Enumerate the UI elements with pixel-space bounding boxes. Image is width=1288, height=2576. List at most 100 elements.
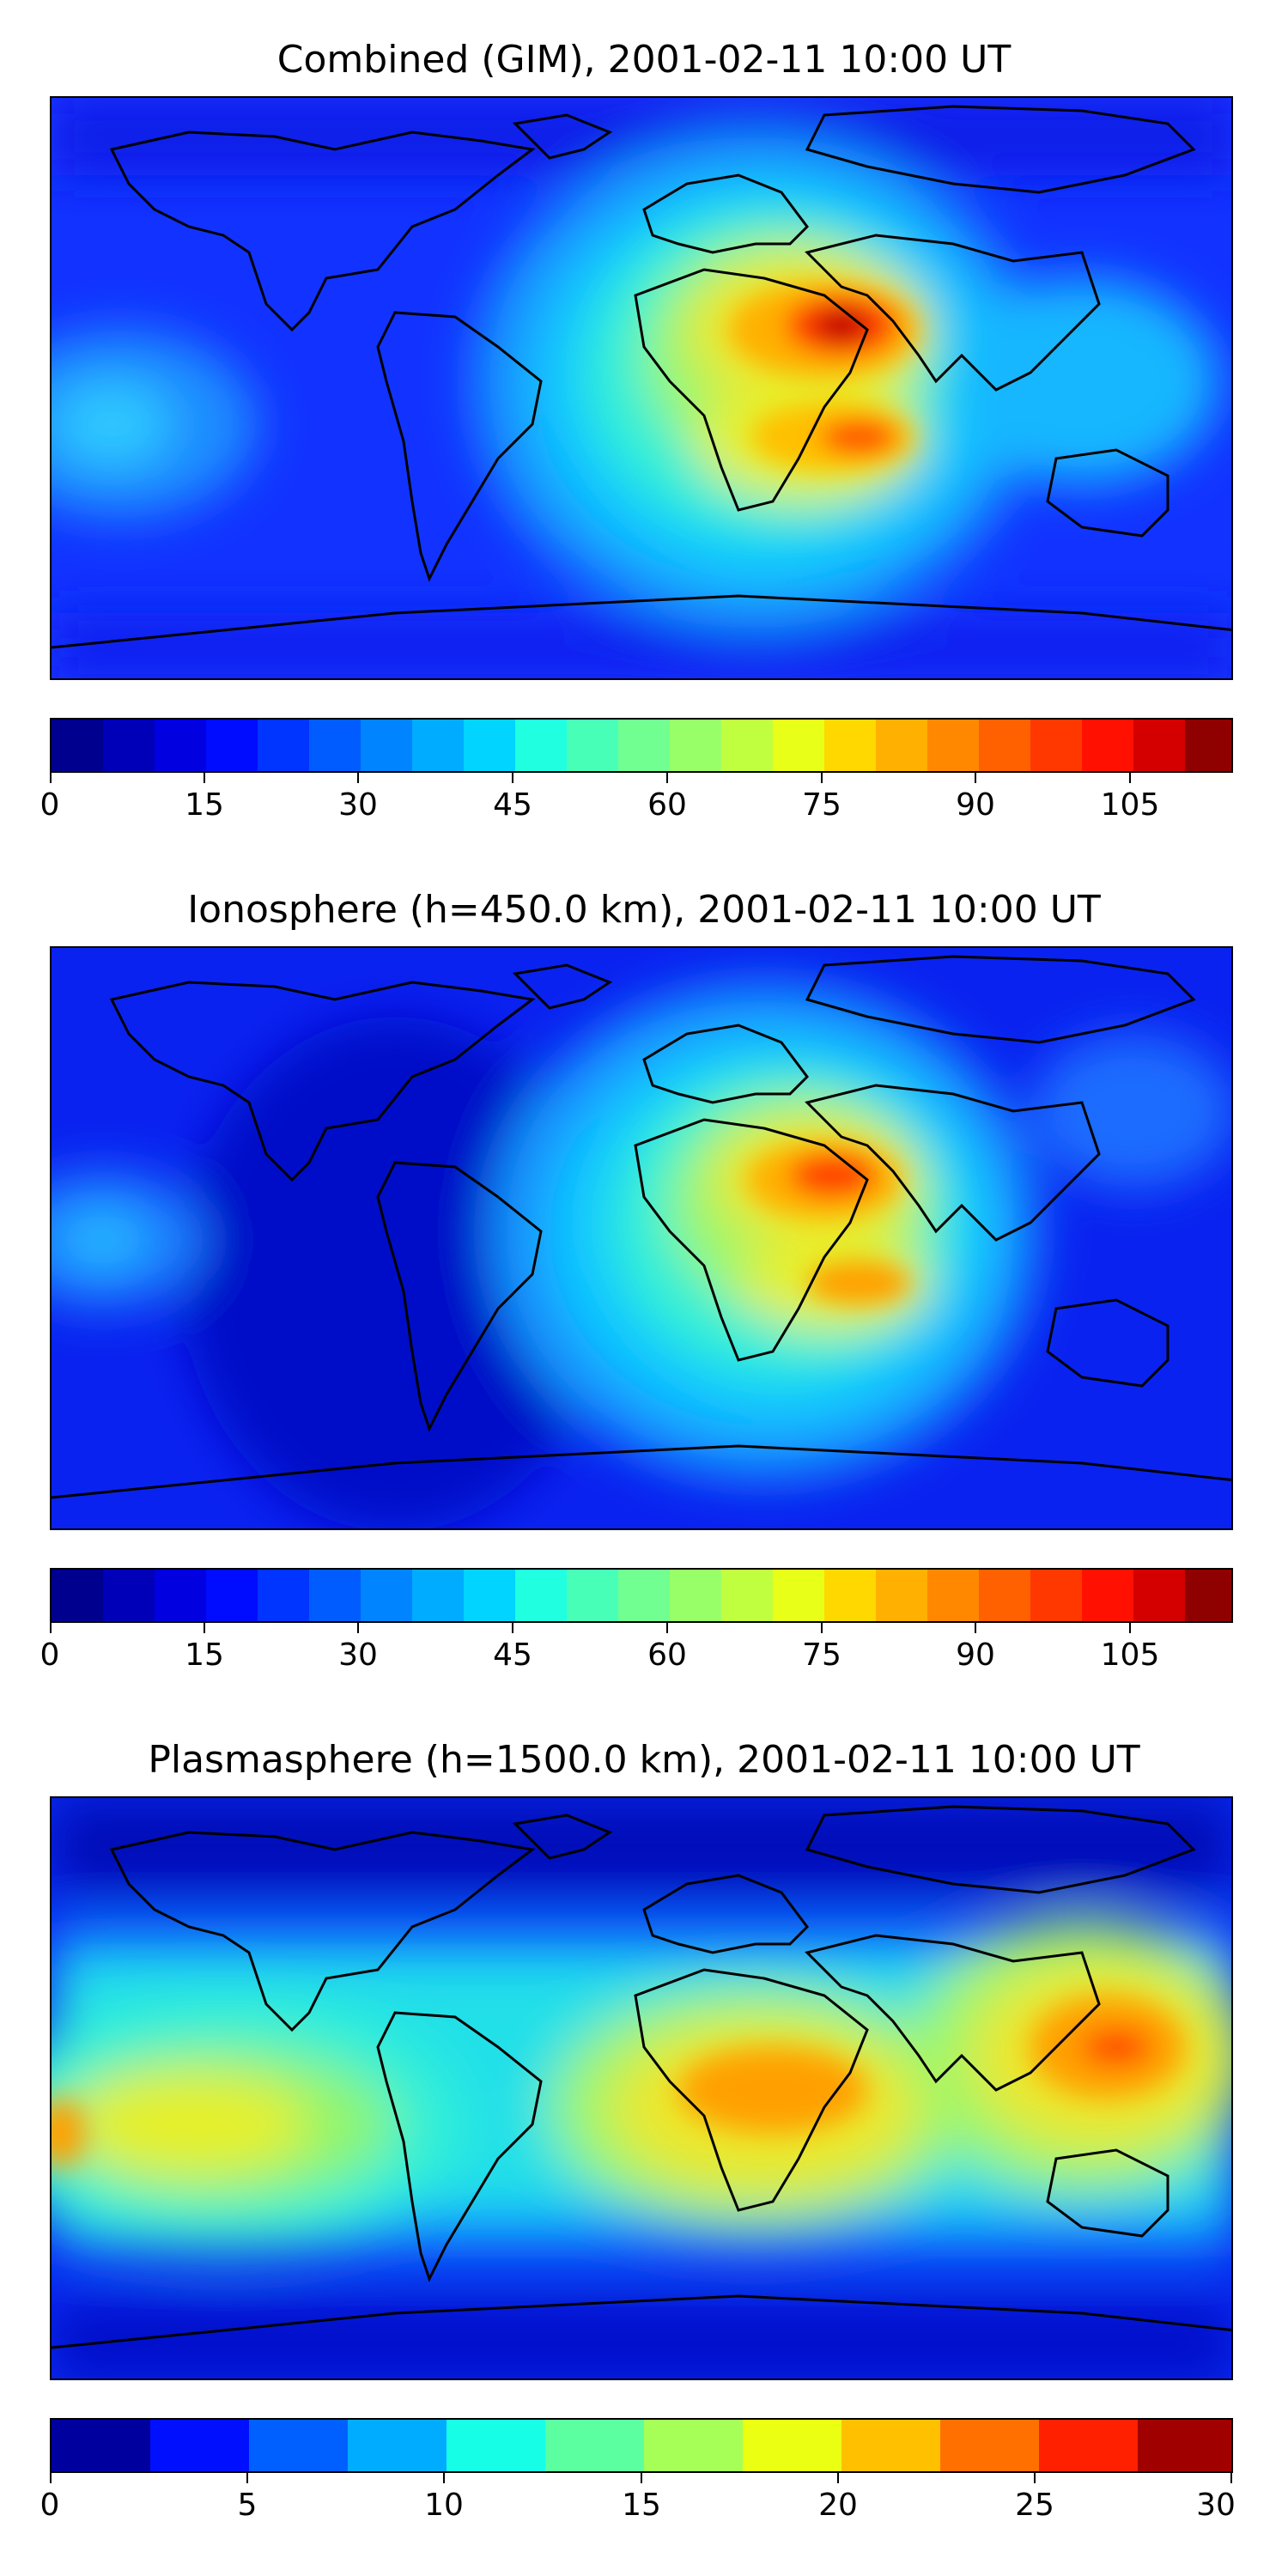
tick-label: 15: [622, 2488, 661, 2523]
cbar-swatch: [155, 1570, 207, 1621]
coastlines: [52, 105, 1231, 649]
cbar-swatch: [824, 720, 877, 771]
cbar-swatch: [361, 720, 413, 771]
cbar-swatch: [1138, 2420, 1231, 2471]
tick-label: 105: [1100, 787, 1160, 823]
cbar-swatch: [1030, 720, 1083, 771]
cbar-swatch: [1082, 720, 1134, 771]
cbar-swatch: [1039, 2420, 1139, 2471]
cbar-swatch: [927, 720, 980, 771]
cbar-swatch: [1185, 1570, 1231, 1621]
cbar-swatch: [361, 1570, 413, 1621]
tick-label: 0: [39, 1637, 60, 1673]
cbar-swatch: [103, 1570, 155, 1621]
coastlines: [52, 1805, 1231, 2349]
cbar-swatch: [103, 720, 155, 771]
cbar-swatch: [206, 1570, 258, 1621]
cbar-swatch: [1030, 1570, 1083, 1621]
cbar-swatch: [618, 720, 671, 771]
cbar-swatch: [927, 1570, 980, 1621]
tick-label: 30: [1196, 2488, 1236, 2523]
cbar-swatch: [721, 1570, 774, 1621]
cbar-swatch: [773, 1570, 825, 1621]
cbar-swatch: [618, 1570, 671, 1621]
coastlines: [52, 955, 1231, 1499]
cbar-swatch: [52, 2420, 151, 2471]
cbar-swatch: [979, 1570, 1031, 1621]
cbar-swatch: [670, 1570, 722, 1621]
panel-title: Combined (GIM), 2001-02-11 10:00 UT: [276, 38, 1012, 82]
tick-label: 105: [1100, 1637, 1160, 1673]
cbar-swatch: [940, 2420, 1040, 2471]
cbar-swatch: [644, 2420, 744, 2471]
cbar-swatch: [412, 1570, 465, 1621]
cbar-swatch: [824, 1570, 877, 1621]
cbar-swatch: [1185, 720, 1231, 771]
tec-map: [52, 98, 1231, 678]
cbar-swatch: [155, 720, 207, 771]
map-plasmasphere: [50, 1796, 1233, 2380]
tick-label: 15: [185, 1637, 224, 1673]
cbar-swatch: [876, 1570, 928, 1621]
cbar-swatch: [52, 720, 104, 771]
tick-label: 75: [802, 1637, 841, 1673]
cbar-swatch: [150, 2420, 250, 2471]
cbar-swatch: [464, 720, 516, 771]
tick-label: 25: [1015, 2488, 1054, 2523]
tick-label: 75: [802, 787, 841, 823]
tick-label: 90: [956, 1637, 995, 1673]
colorbar-swatches: [52, 2420, 1231, 2471]
tick-label: 0: [39, 787, 60, 823]
colorbar-ionosphere: [50, 1568, 1233, 1623]
cbar-swatch: [841, 2420, 941, 2471]
colorbar-combined: [50, 718, 1233, 773]
tick-label: 20: [818, 2488, 858, 2523]
tick-label: 10: [424, 2488, 464, 2523]
cbar-swatch: [464, 1570, 516, 1621]
cbar-swatch: [567, 720, 619, 771]
map-combined: [50, 96, 1233, 680]
tick-label: 60: [647, 787, 687, 823]
colorbar-ticks: 0 15 30 45 60 75 90 105: [40, 1623, 1233, 1674]
cbar-swatch: [447, 2420, 546, 2471]
colorbar-plasmasphere: [50, 2418, 1233, 2473]
cbar-swatch: [309, 720, 361, 771]
cbar-swatch: [309, 1570, 361, 1621]
cbar-swatch: [1133, 720, 1186, 771]
tick-label: 60: [647, 1637, 687, 1673]
tick-label: 90: [956, 787, 995, 823]
tick-label: 0: [39, 2488, 60, 2523]
colorbar-ticks: 0 15 30 45 60 75 90 105: [40, 773, 1233, 824]
tick-label: 5: [237, 2488, 258, 2523]
cbar-swatch: [348, 2420, 447, 2471]
cbar-swatch: [258, 720, 310, 771]
panel-title: Plasmasphere (h=1500.0 km), 2001-02-11 1…: [148, 1738, 1140, 1782]
tick-label: 45: [493, 787, 532, 823]
cbar-swatch: [52, 1570, 104, 1621]
cbar-swatch: [515, 720, 568, 771]
cbar-swatch: [249, 2420, 349, 2471]
cbar-swatch: [545, 2420, 645, 2471]
cbar-swatch: [258, 1570, 310, 1621]
cbar-swatch: [412, 720, 465, 771]
panel-title: Ionosphere (h=450.0 km), 2001-02-11 10:0…: [187, 888, 1101, 932]
tick-label: 30: [338, 1637, 378, 1673]
colorbar-swatches: [52, 1570, 1231, 1621]
cbar-swatch: [743, 2420, 842, 2471]
cbar-swatch: [721, 720, 774, 771]
tec-map: [52, 1798, 1231, 2379]
map-ionosphere: [50, 946, 1233, 1530]
cbar-swatch: [1133, 1570, 1186, 1621]
cbar-swatch: [567, 1570, 619, 1621]
cbar-swatch: [670, 720, 722, 771]
cbar-swatch: [1082, 1570, 1134, 1621]
tick-label: 45: [493, 1637, 532, 1673]
colorbar-ticks: 0 5 10 15 20 25 30: [40, 2473, 1236, 2524]
tick-label: 30: [338, 787, 378, 823]
cbar-swatch: [979, 720, 1031, 771]
tick-label: 15: [185, 787, 224, 823]
cbar-swatch: [773, 720, 825, 771]
colorbar-swatches: [52, 720, 1231, 771]
tec-map: [52, 948, 1231, 1528]
cbar-swatch: [206, 720, 258, 771]
